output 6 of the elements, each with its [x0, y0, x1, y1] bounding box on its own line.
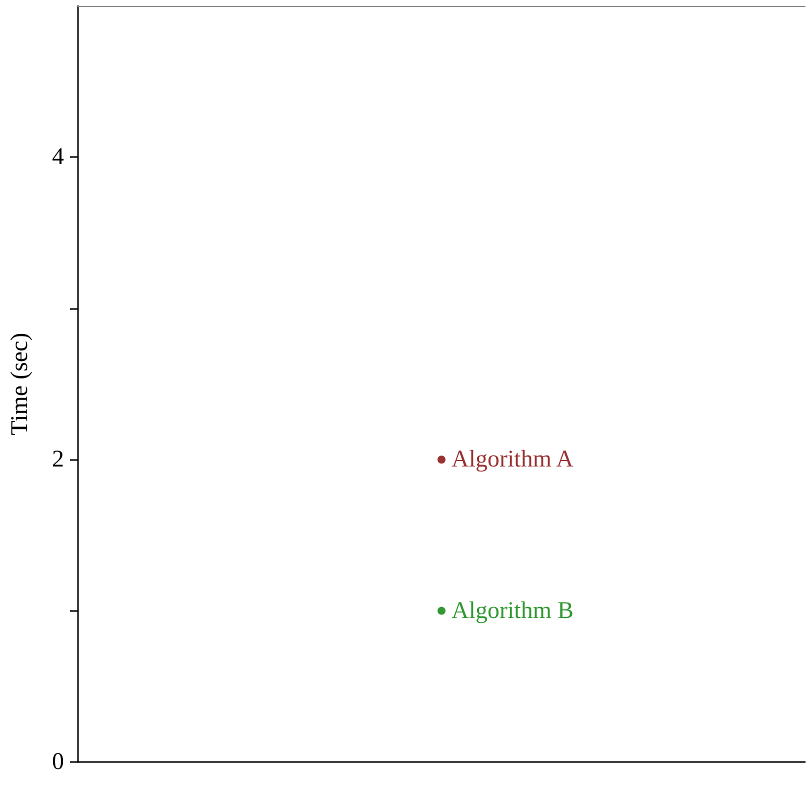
- y-tick-label: 0: [52, 749, 64, 775]
- y-tick-label: 4: [52, 144, 64, 170]
- y-tick-label: 2: [52, 446, 64, 473]
- series-label: Algorithm A: [452, 446, 574, 473]
- y-axis-title: Time (sec): [7, 332, 33, 436]
- series-label: Algorithm B: [452, 598, 574, 624]
